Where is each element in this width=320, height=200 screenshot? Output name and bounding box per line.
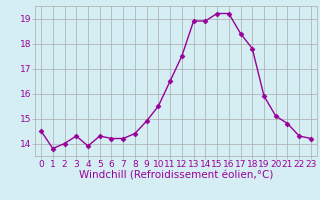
- X-axis label: Windchill (Refroidissement éolien,°C): Windchill (Refroidissement éolien,°C): [79, 171, 273, 181]
